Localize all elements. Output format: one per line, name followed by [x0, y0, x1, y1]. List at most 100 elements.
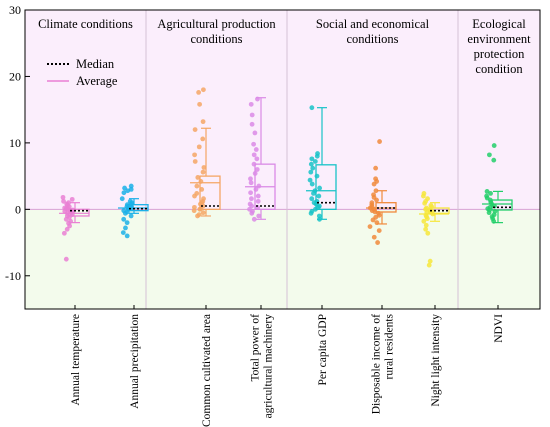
data-point: [128, 213, 134, 219]
data-point: [491, 157, 497, 163]
data-point: [196, 144, 202, 150]
group-title-4-line-4: condition: [475, 62, 523, 76]
y-tick-label: 0: [15, 202, 21, 216]
series-2: [118, 183, 149, 239]
data-point: [120, 230, 126, 235]
data-point: [422, 200, 428, 206]
data-point: [124, 233, 130, 239]
data-point: [309, 196, 315, 202]
data-point: [122, 185, 127, 191]
data-point: [200, 169, 206, 175]
data-point: [421, 193, 426, 199]
data-point: [255, 198, 261, 204]
y-tick-label: 30: [9, 3, 21, 17]
data-point: [370, 217, 376, 223]
data-point: [371, 181, 377, 187]
data-point: [197, 101, 203, 107]
series-8: [482, 143, 513, 224]
data-point: [201, 165, 207, 170]
data-point: [69, 196, 75, 202]
category-label-8: NDVI: [493, 314, 505, 343]
data-point: [316, 193, 322, 199]
series-3: [190, 87, 221, 219]
data-point: [374, 220, 380, 226]
data-point: [192, 159, 198, 164]
data-point: [249, 121, 255, 127]
y-tick-label: 10: [9, 136, 21, 150]
data-point: [308, 161, 314, 167]
data-point: [311, 190, 316, 196]
data-point: [426, 262, 432, 268]
series-6: [366, 139, 397, 245]
data-point: [60, 194, 66, 200]
group-titles: Climate conditions Agricultural productio…: [38, 17, 531, 76]
category-label-4: Total power of: [250, 314, 262, 382]
data-point: [251, 152, 257, 158]
data-point: [374, 197, 379, 203]
data-point: [254, 156, 260, 162]
data-point: [128, 183, 134, 189]
data-point: [63, 216, 69, 222]
data-point: [63, 256, 69, 262]
axis-frame: [24, 9, 541, 310]
data-point: [248, 176, 253, 182]
category-labels: Annual temperature Annual precipitation Co…: [70, 313, 505, 427]
data-point: [248, 190, 254, 196]
data-point: [251, 141, 257, 147]
data-point: [256, 213, 262, 219]
negative-band: [25, 209, 540, 309]
data-point: [125, 188, 131, 194]
data-point: [192, 152, 198, 158]
data-point: [309, 105, 315, 111]
category-label-3: Common cultivated area: [201, 314, 213, 427]
data-point: [423, 222, 429, 228]
legend-label-2: Average: [76, 74, 118, 88]
series-1: [59, 194, 90, 262]
data-point: [308, 169, 314, 175]
data-point: [61, 230, 67, 236]
group-title-2-line-1: Agricultural production: [157, 17, 276, 31]
data-point: [310, 165, 316, 171]
group-title-4-line-3: protection: [474, 47, 525, 61]
data-point: [377, 139, 382, 144]
data-point: [255, 96, 260, 102]
data-point: [249, 196, 254, 202]
data-point: [424, 216, 430, 222]
data-point: [200, 210, 206, 216]
box: [375, 202, 397, 213]
group-title-1-line-1: Climate conditions: [38, 17, 133, 31]
category-label-6: rural residents: [384, 313, 396, 379]
category-label-7: Night light intensity: [430, 314, 442, 407]
data-point: [64, 226, 70, 232]
data-point: [371, 234, 377, 240]
data-point: [122, 210, 128, 216]
data-point: [253, 187, 259, 192]
data-point: [491, 143, 497, 148]
data-point: [192, 193, 197, 199]
series-4: [245, 96, 276, 222]
box: [315, 164, 337, 210]
data-point: [192, 127, 198, 132]
data-point: [308, 210, 314, 216]
category-label-1: Annual temperature: [70, 314, 82, 406]
legend: Median Average: [47, 57, 118, 88]
data-point: [314, 173, 320, 179]
box: [199, 175, 221, 210]
data-point: [376, 228, 382, 234]
category-label-2: Annual precipitation: [129, 314, 141, 409]
y-tick-label: 20: [9, 69, 21, 83]
data-point: [121, 190, 127, 196]
data-point: [317, 185, 322, 191]
box: [68, 208, 90, 217]
data-point: [487, 152, 492, 158]
data-point: [194, 183, 200, 189]
data-point: [309, 181, 315, 187]
box: [428, 207, 450, 214]
data-point: [67, 223, 73, 229]
data-point: [254, 167, 260, 172]
box: [491, 199, 513, 211]
positive-band: [25, 10, 540, 210]
data-point: [248, 101, 254, 107]
data-point: [375, 240, 381, 245]
